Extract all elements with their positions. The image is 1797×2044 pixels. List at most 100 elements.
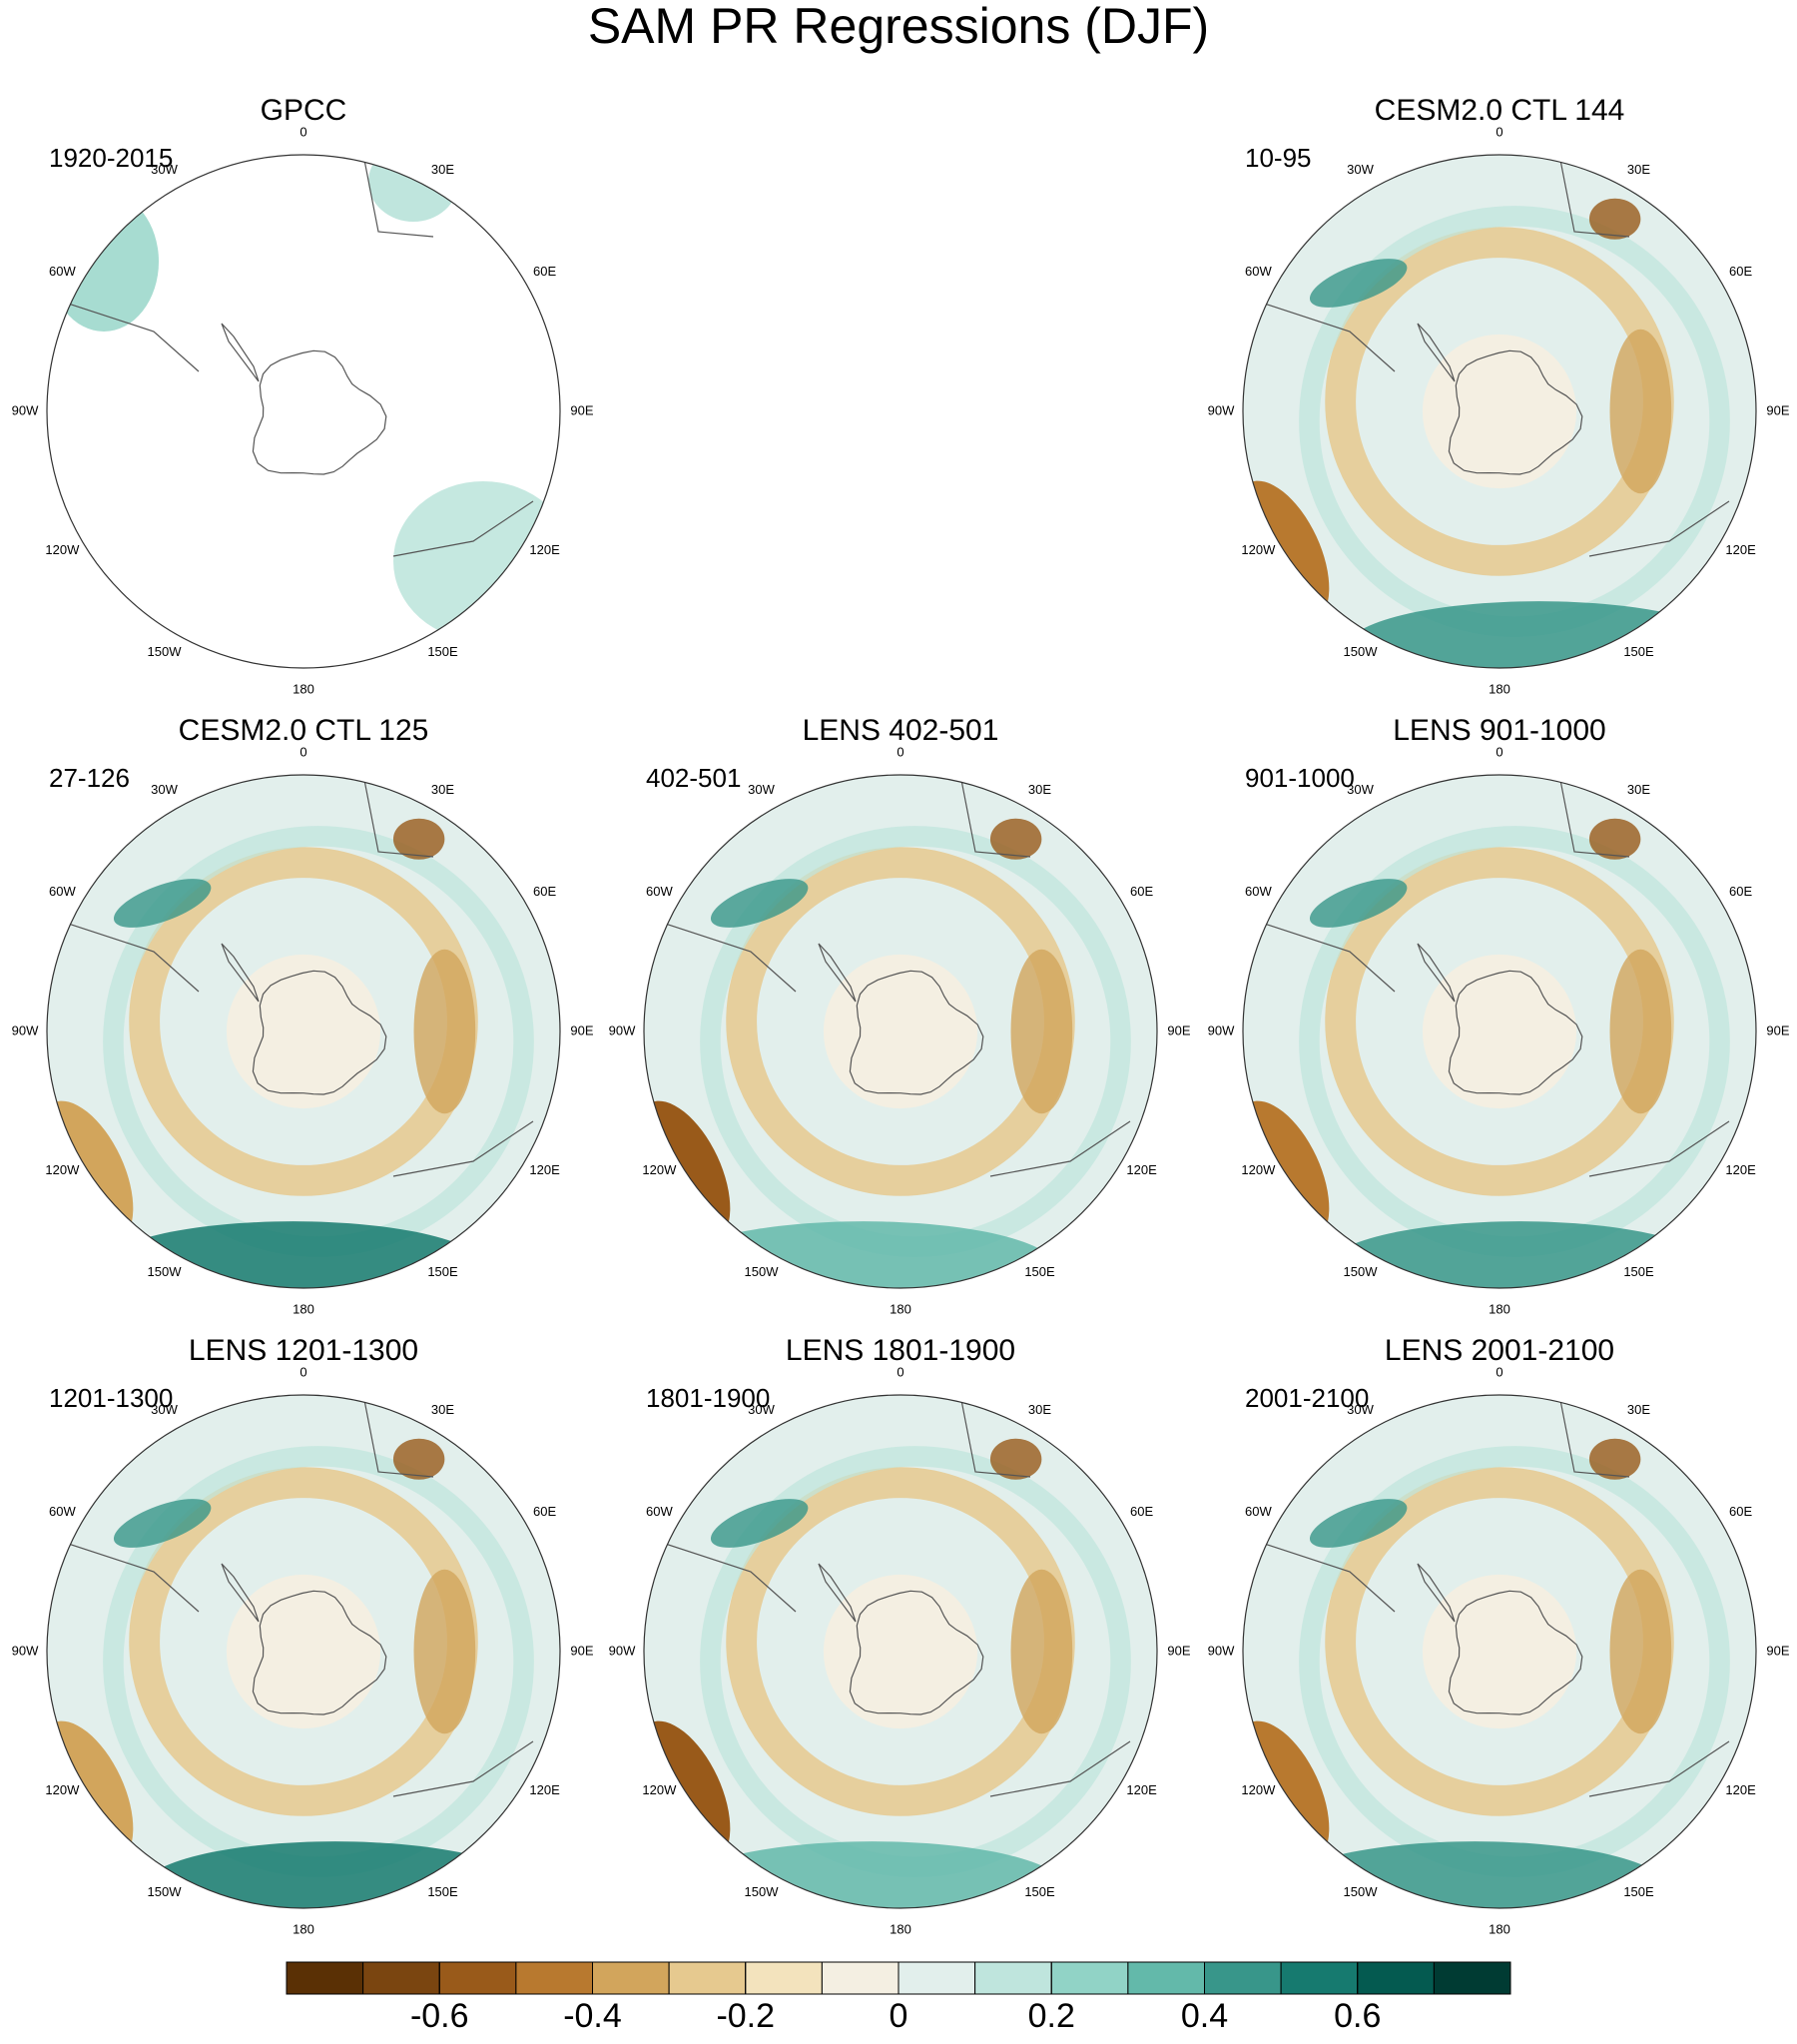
longitude-label: 90W xyxy=(1208,1643,1235,1658)
map-border xyxy=(643,1394,1158,1909)
map-border xyxy=(1242,1394,1757,1909)
map-field xyxy=(1243,1395,1756,1908)
map-field xyxy=(47,775,560,1288)
colorbar-tick-label: 0.4 xyxy=(1181,1997,1228,2035)
longitude-label: 90W xyxy=(1208,402,1235,417)
longitude-label: 30W xyxy=(151,162,178,177)
coastline xyxy=(989,1740,1131,1797)
longitude-label: 0 xyxy=(1496,744,1502,759)
coastline xyxy=(959,1395,1031,1478)
field-blob xyxy=(1309,259,1408,308)
colorbar-box xyxy=(362,1961,440,1995)
panel-period: 27-126 xyxy=(49,763,130,793)
field-blob xyxy=(392,818,445,860)
coastline xyxy=(1558,1395,1630,1478)
longitude-label: 30E xyxy=(1028,1402,1051,1417)
field-center xyxy=(1422,334,1577,489)
longitude-label: 120E xyxy=(529,542,560,557)
longitude-label: 90W xyxy=(609,1643,636,1658)
field-blob xyxy=(392,1438,445,1480)
panel-title: CESM2.0 CTL 144 xyxy=(1375,94,1625,127)
longitude-label: 30W xyxy=(151,782,178,797)
colorbar-tick-label: 0 xyxy=(890,1997,908,2035)
longitude-label: 30E xyxy=(431,782,454,797)
longitude-label: 60E xyxy=(533,264,556,279)
longitude-label: 120E xyxy=(1126,1162,1157,1177)
longitude-label: 30E xyxy=(1627,162,1650,177)
map-border xyxy=(1242,154,1757,669)
longitude-label: 90W xyxy=(609,1022,636,1037)
longitude-label: 60W xyxy=(1245,884,1272,899)
colorbar-box xyxy=(1204,1961,1282,1995)
map-panel: LENS 2001-2100 2001-2100 0 30E 60E 90E 120E 150… xyxy=(1208,1334,1790,1937)
map-field xyxy=(1243,155,1756,668)
coastline xyxy=(1243,916,1396,993)
map-panel: GPCC 1920-2015 0 30E 60E 90E 120E 150E 180 150W 12… xyxy=(12,94,594,697)
colorbar-tick-label: 0.6 xyxy=(1334,1997,1381,2035)
field-blob xyxy=(1346,601,1732,668)
longitude-label: 150E xyxy=(1623,1264,1654,1279)
longitude-label: 120W xyxy=(642,1162,677,1177)
field-blob xyxy=(413,949,476,1114)
longitude-label: 90W xyxy=(12,1022,39,1037)
longitude-label: 0 xyxy=(1496,1364,1502,1379)
longitude-label: 150E xyxy=(427,644,458,659)
longitude-label: 180 xyxy=(1489,1921,1510,1936)
map-panel: LENS 402-501 402-501 0 30E 60E 90E 120E 150E 180… xyxy=(609,714,1191,1317)
longitude-label: 150W xyxy=(148,644,183,659)
longitude-label: 90E xyxy=(570,1022,593,1037)
field-center xyxy=(823,954,978,1109)
panel-period: 901-1000 xyxy=(1245,763,1355,793)
longitude-label: 150E xyxy=(427,1264,458,1279)
longitude-label: 30E xyxy=(1627,782,1650,797)
map-border xyxy=(1242,774,1757,1289)
map-border xyxy=(46,1394,561,1909)
coastline xyxy=(392,500,534,557)
colorbar-box xyxy=(592,1961,670,1995)
coastline xyxy=(644,1536,797,1613)
longitude-label: 120W xyxy=(642,1782,677,1797)
longitude-label: 60W xyxy=(49,264,76,279)
longitude-label: 30E xyxy=(1627,1402,1650,1417)
colorbar-box xyxy=(821,1961,899,1995)
coastline xyxy=(1243,1536,1396,1613)
map-border xyxy=(46,774,561,1289)
field-blob xyxy=(113,879,212,928)
coastline xyxy=(1588,500,1730,557)
longitude-label: 0 xyxy=(300,744,306,759)
coastline xyxy=(1243,296,1396,372)
map-panel: LENS 1801-1900 1801-1900 0 30E 60E 90E 120E 150… xyxy=(609,1334,1191,1937)
colorbar-tick-label: 0.2 xyxy=(1028,1997,1075,2035)
longitude-label: 120W xyxy=(45,1162,80,1177)
coastline xyxy=(47,296,200,372)
longitude-label: 60W xyxy=(1245,264,1272,279)
panel-period: 1801-1900 xyxy=(646,1383,770,1413)
longitude-label: 30W xyxy=(1347,782,1374,797)
field-blob xyxy=(1309,1499,1408,1548)
longitude-label: 30E xyxy=(431,162,454,177)
longitude-label: 0 xyxy=(1496,124,1502,139)
longitude-label: 150E xyxy=(427,1884,458,1899)
coastline xyxy=(1588,1740,1730,1797)
panel-title: LENS 402-501 xyxy=(803,714,999,747)
longitude-label: 120W xyxy=(45,542,80,557)
field-blob xyxy=(113,1499,212,1548)
longitude-label: 60E xyxy=(1729,884,1752,899)
field-center xyxy=(1422,1574,1577,1729)
longitude-label: 60W xyxy=(1245,1504,1272,1519)
field-center xyxy=(1422,954,1577,1109)
panel-title: LENS 1801-1900 xyxy=(786,1334,1015,1367)
map-border xyxy=(643,774,1158,1289)
panel-title: GPCC xyxy=(261,94,347,127)
colorbar-tick-label: -0.2 xyxy=(716,1997,775,2035)
longitude-label: 60E xyxy=(1729,264,1752,279)
longitude-label: 90E xyxy=(1766,1643,1789,1658)
longitude-label: 120E xyxy=(529,1162,560,1177)
longitude-label: 0 xyxy=(300,124,306,139)
field-blob xyxy=(1588,198,1641,240)
field-blob xyxy=(671,1221,1056,1288)
coastline xyxy=(1588,1120,1730,1177)
field-blob xyxy=(710,879,809,928)
field-blob xyxy=(680,1841,1065,1908)
